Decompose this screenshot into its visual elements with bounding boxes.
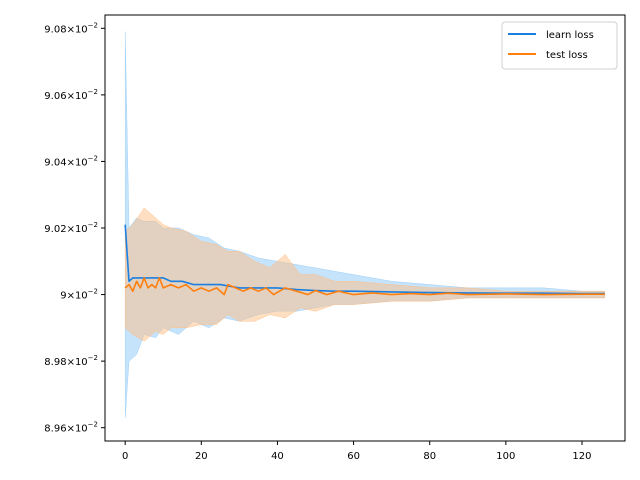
x-axis: 0 20 40 60 80 100 120	[122, 441, 592, 462]
confidence-band-test-loss	[124, 207, 606, 342]
x-tick-label: 20	[195, 451, 208, 462]
y-axis: 8.96×10−2 8.98×10−2 9×10−2 9.02×10−2 9.04×10…	[44, 21, 105, 435]
x-tick-label: 80	[423, 451, 436, 462]
x-tick-label: 60	[347, 451, 360, 462]
legend-label-test-loss: test loss	[546, 50, 588, 61]
y-tick-label: 9.04×10−2	[44, 154, 98, 168]
y-tick-label: 9.06×10−2	[44, 88, 98, 102]
y-tick-label: 8.98×10−2	[44, 354, 98, 368]
y-tick-label: 9.08×10−2	[44, 21, 98, 35]
x-tick-label: 0	[122, 451, 128, 462]
y-tick-label: 8.96×10−2	[44, 421, 98, 435]
x-tick-label: 120	[572, 451, 591, 462]
series-line-test-loss	[124, 277, 605, 296]
legend: learn loss test loss	[501, 21, 618, 70]
y-tick-label: 9.02×10−2	[44, 221, 98, 235]
x-tick-label: 40	[271, 451, 284, 462]
plot-area	[124, 31, 606, 418]
y-tick-label: 9×10−2	[60, 288, 98, 302]
x-tick-label: 100	[496, 451, 515, 462]
legend-label-learn-loss: learn loss	[546, 30, 594, 41]
